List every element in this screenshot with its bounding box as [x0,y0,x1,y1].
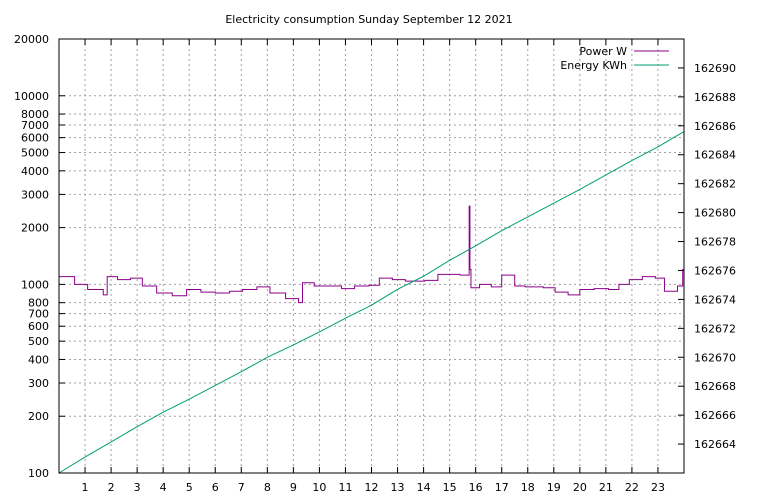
legend-label-energy: Energy KWh [560,59,627,72]
series-lines [58,131,685,474]
y-left-tick-label: 2000 [21,222,49,235]
y-left-tick-label: 200 [28,410,49,423]
x-tick-label: 10 [312,481,326,494]
y-right-tick-label: 162672 [694,322,736,335]
y-left-tick-label: 800 [28,297,49,310]
x-tick-label: 12 [365,481,379,494]
x-tick-label: 18 [521,481,535,494]
y-right-tick-label: 162664 [694,438,736,451]
y-left-tick-label: 8000 [21,108,49,121]
y-right-tick-label: 162666 [694,409,736,422]
y-left-tick-label: 700 [28,308,49,321]
x-tick-label: 15 [443,481,457,494]
y-left-tick-label: 6000 [21,132,49,145]
x-tick-label: 22 [625,481,639,494]
y-left-tick-label: 500 [28,335,49,348]
y-right-tick-label: 162676 [694,264,736,277]
y-left-tick-label: 5000 [21,147,49,160]
y-right-tick-label: 162684 [694,149,736,162]
y-right-tick-label: 162682 [694,178,736,191]
chart-title: Electricity consumption Sunday September… [225,13,512,26]
y-right-axis-ticks: 162664 162666 162668 162670 162672 162674 1626… [678,62,736,451]
x-tick-label: 19 [547,481,561,494]
y-left-tick-label: 4000 [21,165,49,178]
y-right-tick-label: 162670 [694,351,736,364]
x-tick-label: 6 [212,481,219,494]
x-tick-label: 2 [108,481,115,494]
x-tick-label: 16 [469,481,483,494]
y-right-tick-label: 162674 [694,293,736,306]
x-tick-label: 9 [290,481,297,494]
x-axis-ticks: 1 2 3 4 5 6 7 8 9 10 11 12 13 14 15 16 17 18 19 20 21 22 23 [82,39,665,494]
x-tick-label: 3 [134,481,141,494]
y-right-tick-label: 162680 [694,207,736,220]
legend-label-power: Power W [579,45,627,58]
x-tick-label: 14 [417,481,431,494]
y-right-tick-label: 162668 [694,380,736,393]
x-tick-label: 7 [238,481,245,494]
x-tick-label: 4 [160,481,167,494]
x-tick-label: 1 [82,481,89,494]
x-tick-label: 21 [599,481,613,494]
x-tick-label: 11 [338,481,352,494]
grid-lines [59,38,684,474]
power-series-line [59,205,684,304]
y-left-tick-label: 1000 [21,278,49,291]
y-left-tick-label: 600 [28,320,49,333]
y-left-tick-label: 20000 [14,33,49,46]
x-tick-label: 5 [186,481,193,494]
y-left-tick-label: 3000 [21,188,49,201]
y-left-tick-label: 100 [28,467,49,480]
x-tick-label: 17 [495,481,509,494]
plot-frame [58,38,685,474]
x-tick-label: 13 [391,481,405,494]
y-right-tick-label: 162688 [694,91,736,104]
x-tick-label: 23 [651,481,665,494]
y-right-tick-label: 162686 [694,120,736,133]
y-left-tick-label: 300 [28,377,49,390]
y-left-tick-label: 10000 [14,90,49,103]
y-right-tick-label: 162690 [694,62,736,75]
energy-series-line [58,131,685,474]
legend: Power W Energy KWh [560,45,669,72]
x-tick-label: 8 [264,481,271,494]
y-left-tick-label: 7000 [21,119,49,132]
y-right-tick-label: 162678 [694,236,736,249]
x-tick-label: 20 [573,481,587,494]
y-left-tick-label: 400 [28,353,49,366]
